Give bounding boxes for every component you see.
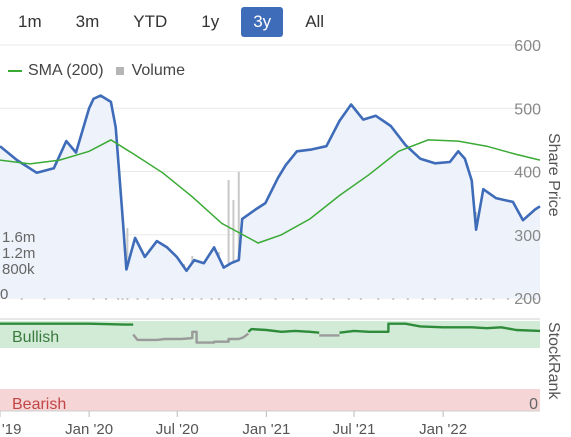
chart-legend: SMA (200) Volume bbox=[8, 60, 197, 82]
stockrank-tick-label: 0 bbox=[529, 396, 538, 413]
range-button-1m[interactable]: 1m bbox=[6, 7, 54, 37]
stockrank-line-neutral bbox=[132, 330, 250, 344]
volume-bar bbox=[232, 200, 235, 300]
legend-volume-swatch bbox=[115, 67, 124, 75]
x-tick-label: Jul '21 bbox=[333, 421, 376, 437]
volume-tick-label: 800k bbox=[2, 261, 35, 278]
range-button-3y[interactable]: 3y bbox=[241, 7, 284, 37]
share-price-line bbox=[0, 94, 541, 273]
bullish-band bbox=[0, 321, 540, 348]
x-tick-label: Jan '22 bbox=[419, 421, 467, 437]
stockrank-axis-label: StockRank bbox=[545, 322, 562, 400]
volume-bar bbox=[227, 180, 230, 300]
bearish-label: Bearish bbox=[12, 396, 66, 413]
legend-item-volume[interactable]: Volume bbox=[115, 62, 185, 80]
volume-tick-label: 1.6m bbox=[2, 229, 35, 246]
range-button-3m[interactable]: 3m bbox=[64, 7, 112, 37]
price-tick-label: 400 bbox=[514, 165, 541, 182]
x-tick-label: Jan '20 bbox=[65, 421, 113, 437]
price-tick-label: 500 bbox=[514, 101, 541, 118]
range-button-1y[interactable]: 1y bbox=[189, 7, 231, 37]
price-tick-label: 300 bbox=[514, 228, 541, 245]
x-tick-label: Jan '21 bbox=[242, 421, 290, 437]
legend-sma-swatch bbox=[8, 70, 22, 72]
legend-item-sma[interactable]: SMA (200) bbox=[8, 62, 104, 80]
price-tick-label: 200 bbox=[514, 291, 541, 308]
bullish-label: Bullish bbox=[12, 329, 59, 346]
range-button-all[interactable]: All bbox=[293, 7, 336, 37]
sma-line bbox=[0, 139, 541, 244]
stockrank-line-bullish bbox=[0, 322, 134, 326]
volume-tick-label: 1.2m bbox=[2, 245, 35, 262]
bearish-band bbox=[0, 389, 540, 411]
share-price-area bbox=[0, 95, 540, 298]
range-button-ytd[interactable]: YTD bbox=[121, 7, 179, 37]
stockrank-line-bullish bbox=[339, 322, 541, 334]
volume-bar bbox=[237, 172, 240, 300]
range-selector: 1m 3m YTD 1y 3y All bbox=[6, 7, 346, 37]
share-price-axis-label: Share Price bbox=[545, 133, 562, 217]
x-tick-label: Jul '19 bbox=[0, 421, 21, 437]
x-tick-label: Jul '20 bbox=[156, 421, 199, 437]
price-tick-label: 600 bbox=[514, 38, 541, 55]
volume-tick-label: 0 bbox=[0, 286, 8, 303]
legend-volume-label: Volume bbox=[131, 62, 185, 79]
legend-sma-label: SMA (200) bbox=[28, 62, 104, 79]
stockrank-line-bullish bbox=[247, 327, 320, 334]
